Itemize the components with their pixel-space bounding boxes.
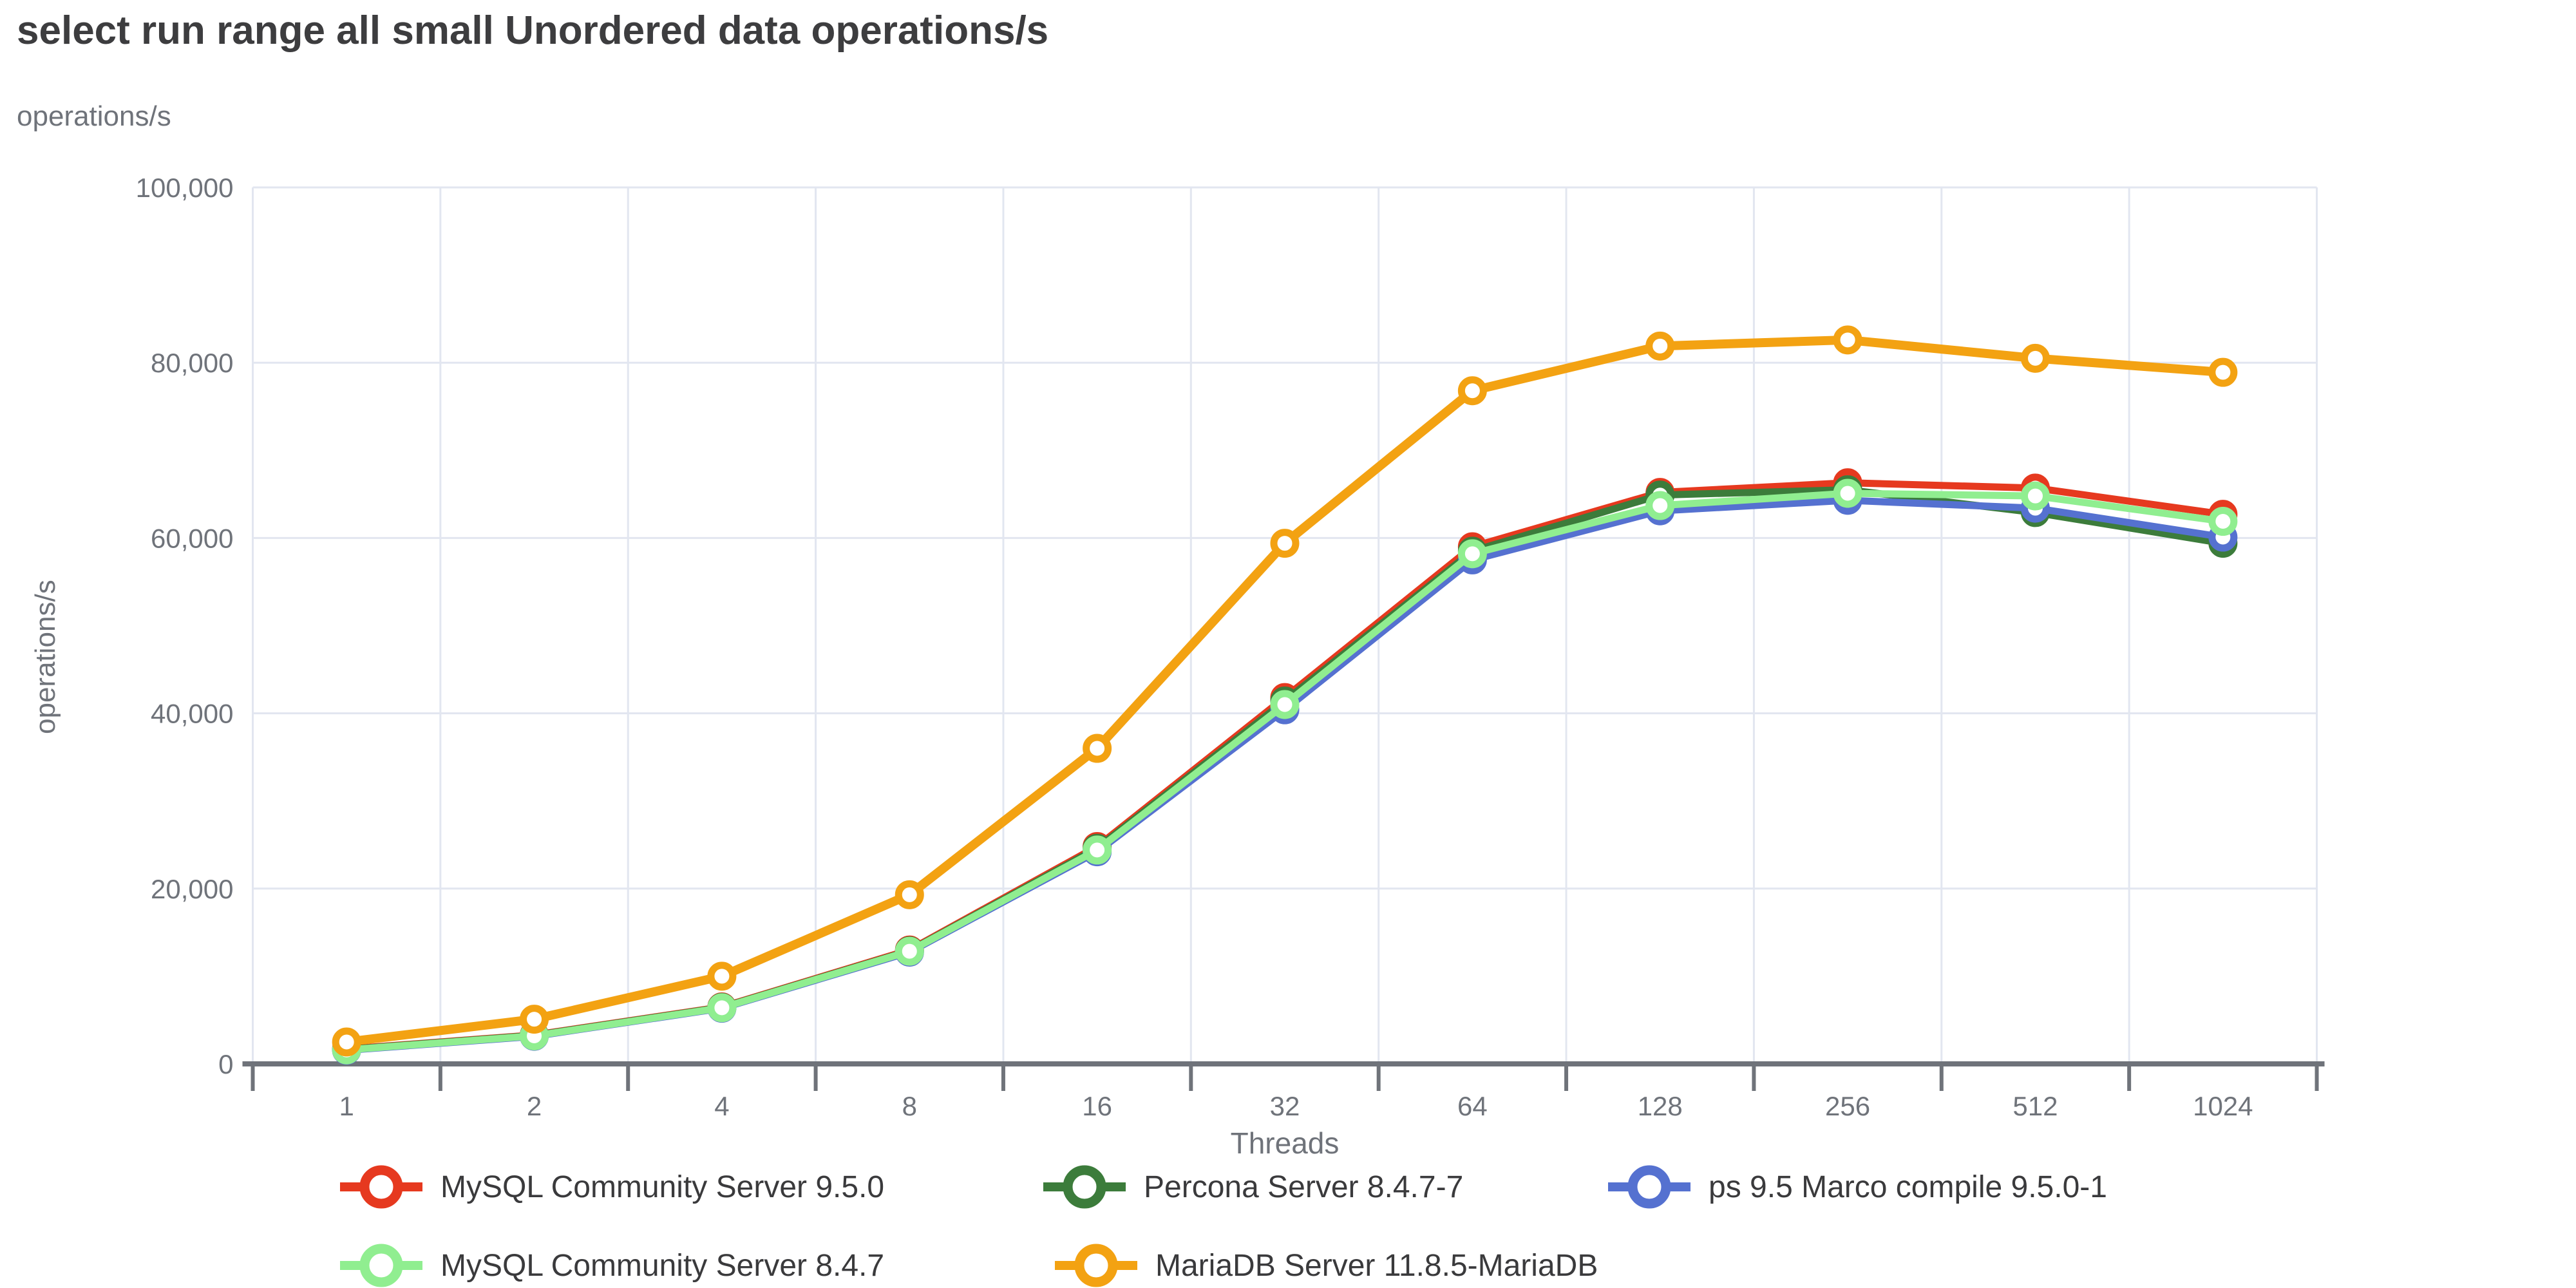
- legend-line-circle-icon: [1055, 1244, 1137, 1287]
- data-point: [2208, 357, 2238, 387]
- legend-label: MySQL Community Server 8.4.7: [440, 1248, 885, 1283]
- x-tick-label: 4: [714, 1091, 729, 1121]
- data-point: [707, 993, 737, 1023]
- data-point: [2020, 343, 2050, 373]
- y-axis-unit-top: operations/s: [17, 100, 171, 132]
- y-tick-label: 60,000: [151, 523, 233, 553]
- data-point: [895, 880, 924, 909]
- legend-label: MariaDB Server 11.8.5-MariaDB: [1155, 1248, 1598, 1283]
- data-point: [707, 961, 737, 991]
- data-point: [1270, 690, 1300, 719]
- y-tick-label: 0: [218, 1049, 233, 1079]
- data-point: [332, 1027, 361, 1057]
- x-tick-label: 128: [1638, 1091, 1683, 1121]
- legend-item-mysql-community-server-8-4-7[interactable]: MySQL Community Server 8.4.7: [340, 1240, 884, 1288]
- y-tick-label: 80,000: [151, 348, 233, 378]
- x-tick-label: 16: [1082, 1091, 1112, 1121]
- legend-line-circle-icon: [1608, 1165, 1690, 1209]
- data-point: [1833, 325, 1862, 355]
- legend-line-circle-icon: [1043, 1165, 1126, 1209]
- legend-line-circle-icon: [340, 1244, 422, 1287]
- legend-label: ps 9.5 Marco compile 9.5.0-1: [1709, 1170, 2107, 1204]
- y-tick-label: 20,000: [151, 874, 233, 904]
- legend-label: MySQL Community Server 9.5.0: [440, 1170, 885, 1204]
- data-point: [1083, 734, 1112, 763]
- legend-label: Percona Server 8.4.7-7: [1144, 1170, 1464, 1204]
- legend-line-circle-icon: [340, 1165, 422, 1209]
- x-tick-label: 512: [2012, 1091, 2058, 1121]
- x-tick-label: 8: [902, 1091, 917, 1121]
- y-tick-label: 100,000: [136, 173, 234, 203]
- legend-item-mysql-community-server-9-5-0[interactable]: MySQL Community Server 9.5.0: [340, 1161, 884, 1213]
- data-point: [1645, 491, 1675, 520]
- x-tick-label: 32: [1270, 1091, 1300, 1121]
- x-tick-label: 256: [1825, 1091, 1870, 1121]
- data-point: [1645, 331, 1675, 361]
- legend-item-mariadb-server-11-8-5[interactable]: MariaDB Server 11.8.5-MariaDB: [1055, 1240, 1598, 1288]
- data-point: [895, 936, 924, 966]
- x-tick-label: 2: [527, 1091, 542, 1121]
- x-tick-label: 64: [1457, 1091, 1488, 1121]
- y-tick-label: 40,000: [151, 699, 233, 729]
- x-axis-label: Threads: [1230, 1126, 1340, 1160]
- chart-title: select run range all small Unordered dat…: [17, 8, 1049, 53]
- data-point: [1270, 529, 1300, 558]
- x-tick-label: 1: [339, 1091, 354, 1121]
- data-point: [1083, 835, 1112, 865]
- data-point: [1457, 376, 1487, 406]
- data-point: [2020, 481, 2050, 511]
- data-point: [2208, 507, 2238, 536]
- data-point: [520, 1005, 549, 1034]
- data-point: [1833, 478, 1862, 508]
- data-point: [1457, 539, 1487, 569]
- legend-item-ps-9-5-marco-compile[interactable]: ps 9.5 Marco compile 9.5.0-1: [1608, 1161, 2107, 1213]
- legend-item-percona-server-8-4-7-7[interactable]: Percona Server 8.4.7-7: [1043, 1161, 1463, 1213]
- x-tick-label: 1024: [2193, 1091, 2253, 1121]
